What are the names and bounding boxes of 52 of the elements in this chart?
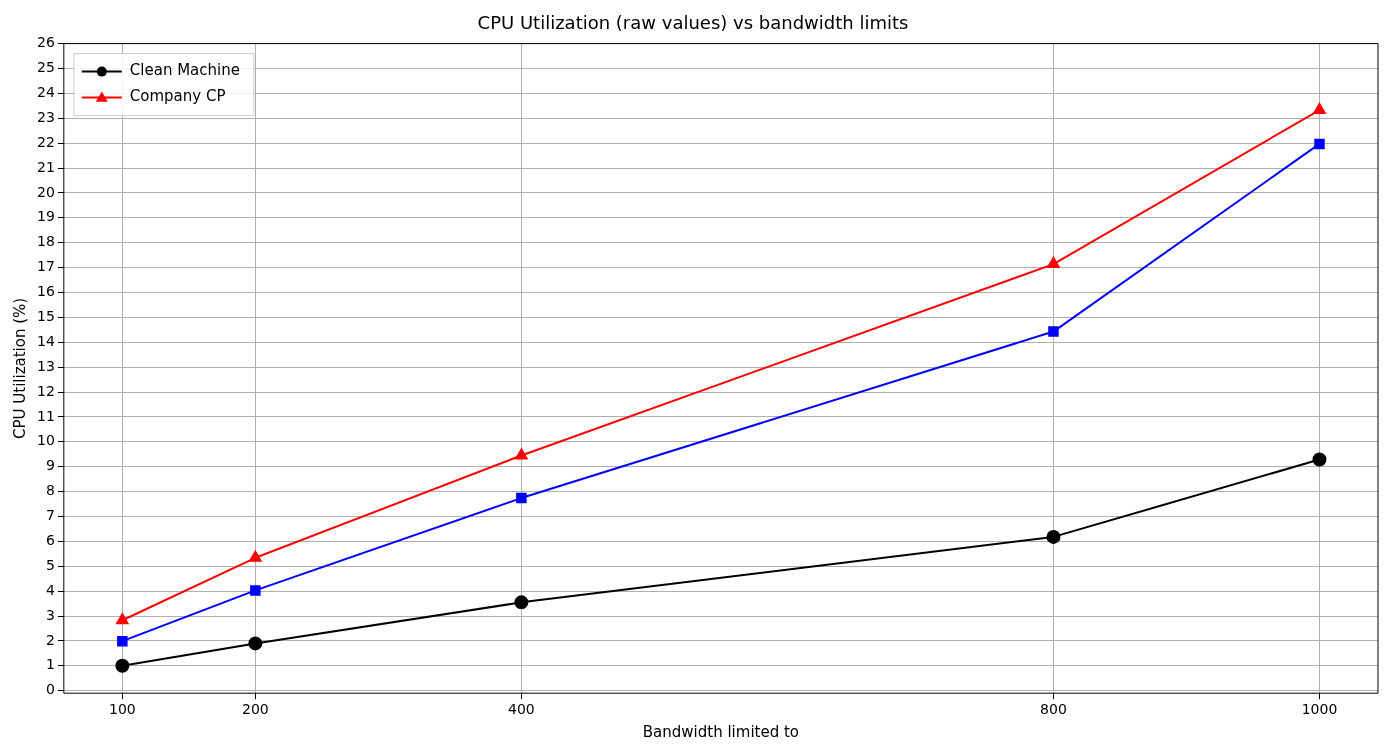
x-axis-title: Bandwidth limited to [642,722,800,741]
y-tick-label: 24 [36,84,55,101]
point [249,550,262,562]
legend-label: Company CP [129,87,226,106]
y-tick-label: 11 [36,407,55,424]
y-tick-label: 17 [36,258,55,275]
y-tick-label: 15 [36,308,55,325]
point [516,492,527,504]
point [1046,529,1061,544]
y-tick-label: 2 [45,631,55,648]
y-tick-label: 4 [45,581,55,598]
y-tick-label: 21 [36,158,55,175]
legend-label: Clean Machine [129,61,240,80]
x-tick-label: 800 [1040,701,1067,718]
point [1312,452,1327,467]
y-tick-label: 14 [36,332,55,349]
point [1313,103,1326,115]
y-tick-label: 0 [45,681,55,698]
y-tick-label: 16 [36,283,55,300]
chart-title: CPU Utilization (raw values) vs bandwidth limits [477,12,909,34]
point [1048,326,1059,337]
y-tick-label: 3 [45,606,55,623]
point [248,636,263,651]
y-tick-label: 7 [45,507,55,524]
point [1047,257,1060,269]
y-tick-label: 8 [45,482,55,499]
x-tick-label: 400 [508,701,535,718]
y-tick-label: 23 [36,108,55,125]
y-tick-label: 25 [36,59,55,76]
point [515,448,528,460]
point [514,595,529,610]
point [1314,138,1325,150]
y-tick-label: 19 [36,208,55,225]
x-tick-label: 100 [108,701,136,718]
y-tick-label: 18 [36,233,55,250]
y-tick-label: 6 [45,532,55,549]
x-tick-label: 1000 [1301,701,1338,718]
y-tick-label: 9 [45,457,55,474]
y-tick-label: 22 [36,133,55,150]
x-tick-label: 200 [241,701,269,718]
point [115,658,130,673]
y-tick-label: 26 [36,34,55,51]
point [116,613,129,625]
point [117,635,128,647]
y-tick-label: 12 [36,382,55,399]
y-tick-label: 10 [36,432,55,449]
y-tick-label: 13 [36,357,55,374]
y-tick-label: 20 [36,183,55,200]
y-tick-label: 5 [45,556,55,573]
y-axis-title: CPU Utilization (%) [10,297,29,439]
point [250,585,261,596]
y-tick-label: 1 [45,656,55,673]
